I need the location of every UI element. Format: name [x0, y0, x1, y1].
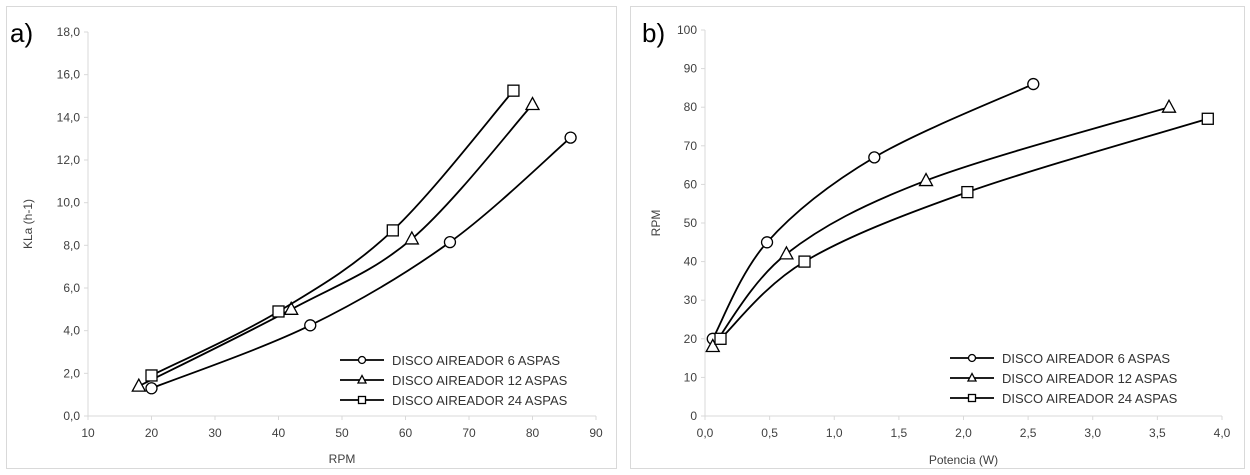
- legend-marker-square: [357, 395, 367, 405]
- panel-label: b): [642, 18, 665, 48]
- y-tick-label: 4,0: [63, 324, 80, 338]
- y-tick-label: 10: [684, 370, 698, 384]
- data-point-square: [507, 84, 520, 97]
- x-tick-label: 40: [272, 426, 286, 440]
- y-tick-label: 90: [684, 62, 698, 76]
- series-line-square: [719, 117, 1209, 340]
- y-axis-title: KLa (h-1): [21, 199, 35, 249]
- y-tick-label: 20: [684, 332, 698, 346]
- y-tick-label: 100: [677, 23, 697, 37]
- series-line-square: [151, 90, 515, 377]
- x-tick-label: 1,5: [891, 426, 908, 440]
- x-tick-label: 1,0: [826, 426, 843, 440]
- data-point-circle: [760, 236, 774, 249]
- legend-marker-circle: [967, 353, 977, 363]
- series-line-circle: [711, 83, 1034, 340]
- data-point-square: [714, 332, 727, 345]
- y-tick-label: 30: [684, 293, 698, 307]
- y-tick-label: 16,0: [57, 68, 81, 82]
- data-point-square: [145, 369, 158, 382]
- legend-label: DISCO AIREADOR 12 ASPAS: [392, 373, 568, 388]
- data-point-square: [798, 255, 811, 268]
- legend: DISCO AIREADOR 6 ASPAS DISCO AIREADOR 12 …: [340, 353, 568, 408]
- data-point-circle: [304, 319, 317, 332]
- data-point-triangle: [524, 96, 541, 111]
- legend-marker-triangle: [356, 374, 368, 384]
- data-point-circle: [868, 151, 881, 164]
- y-tick-label: 0: [690, 409, 697, 423]
- data-point-circle: [1027, 77, 1040, 91]
- y-tick-label: 10,0: [57, 196, 81, 210]
- y-axis-title: RPM: [649, 210, 663, 237]
- data-point-square: [272, 305, 285, 318]
- y-tick-label: 18,0: [57, 25, 81, 39]
- legend-marker-square: [967, 393, 977, 403]
- x-axis-title: Potencia (W): [929, 453, 998, 467]
- x-tick-label: 70: [462, 426, 476, 440]
- legend-marker-triangle: [966, 372, 978, 382]
- x-tick-label: 0,5: [761, 426, 778, 440]
- legend-label: DISCO AIREADOR 24 ASPAS: [1002, 391, 1178, 406]
- legend-label: DISCO AIREADOR 24 ASPAS: [392, 393, 568, 408]
- y-tick-label: 70: [684, 139, 698, 153]
- data-point-triangle: [404, 230, 420, 245]
- data-point-triangle: [778, 245, 795, 260]
- y-tick-label: 0,0: [63, 409, 80, 423]
- x-tick-label: 3,5: [1149, 426, 1166, 440]
- x-tick-label: 20: [145, 426, 159, 440]
- data-point-circle: [145, 382, 158, 395]
- x-tick-label: 50: [335, 426, 349, 440]
- x-tick-label: 2,0: [955, 426, 972, 440]
- x-tick-label: 60: [399, 426, 413, 440]
- y-tick-label: 40: [684, 255, 698, 269]
- y-tick-label: 12,0: [57, 153, 81, 167]
- panel-label: a): [10, 18, 33, 48]
- legend-label: DISCO AIREADOR 6 ASPAS: [392, 353, 560, 368]
- data-point-circle: [443, 235, 457, 249]
- legend-marker-circle: [357, 355, 367, 365]
- data-point-triangle: [705, 338, 721, 353]
- legend-label: DISCO AIREADOR 6 ASPAS: [1002, 351, 1170, 366]
- y-tick-label: 50: [684, 216, 698, 230]
- data-point-square: [386, 224, 399, 237]
- x-tick-label: 10: [81, 426, 95, 440]
- panel-b-frame: [630, 6, 1245, 469]
- y-tick-label: 2,0: [63, 366, 80, 380]
- x-tick-label: 0,0: [697, 426, 714, 440]
- x-tick-label: 30: [208, 426, 222, 440]
- data-point-triangle: [283, 300, 299, 315]
- series-line-triangle: [138, 103, 534, 387]
- x-tick-label: 2,5: [1020, 426, 1037, 440]
- y-tick-label: 14,0: [57, 110, 81, 124]
- x-tick-label: 80: [526, 426, 540, 440]
- legend-label: DISCO AIREADOR 12 ASPAS: [1002, 371, 1178, 386]
- data-point-triangle: [1161, 98, 1177, 113]
- data-point-circle: [564, 131, 577, 144]
- y-tick-label: 60: [684, 177, 698, 191]
- x-axis-title: RPM: [329, 452, 356, 466]
- x-tick-label: 90: [589, 426, 603, 440]
- series-line-triangle: [712, 106, 1170, 348]
- chart-a: a) 10 20 30 40 50 60 70 80 90 0,0 2,0 4,0 6,0 8,0 10,0 1…: [10, 18, 603, 466]
- x-tick-label: 4,0: [1214, 426, 1231, 440]
- y-tick-label: 6,0: [63, 281, 80, 295]
- data-point-triangle: [131, 377, 147, 392]
- data-point-square: [961, 185, 974, 199]
- x-tick-label: 3,0: [1084, 426, 1101, 440]
- y-tick-label: 80: [684, 100, 698, 114]
- data-point-square: [1201, 112, 1214, 125]
- series-line-circle: [151, 136, 572, 390]
- legend: DISCO AIREADOR 6 ASPAS DISCO AIREADOR 12 …: [950, 351, 1178, 406]
- panel-a-frame: [6, 6, 617, 469]
- chart-b: b) 0,0 0,5 1,0 1,5 2,0 2,5 3,0 3,5 4,0 0 10 20 30 40 50…: [642, 18, 1231, 467]
- y-tick-label: 8,0: [63, 238, 80, 252]
- data-point-triangle: [918, 172, 934, 187]
